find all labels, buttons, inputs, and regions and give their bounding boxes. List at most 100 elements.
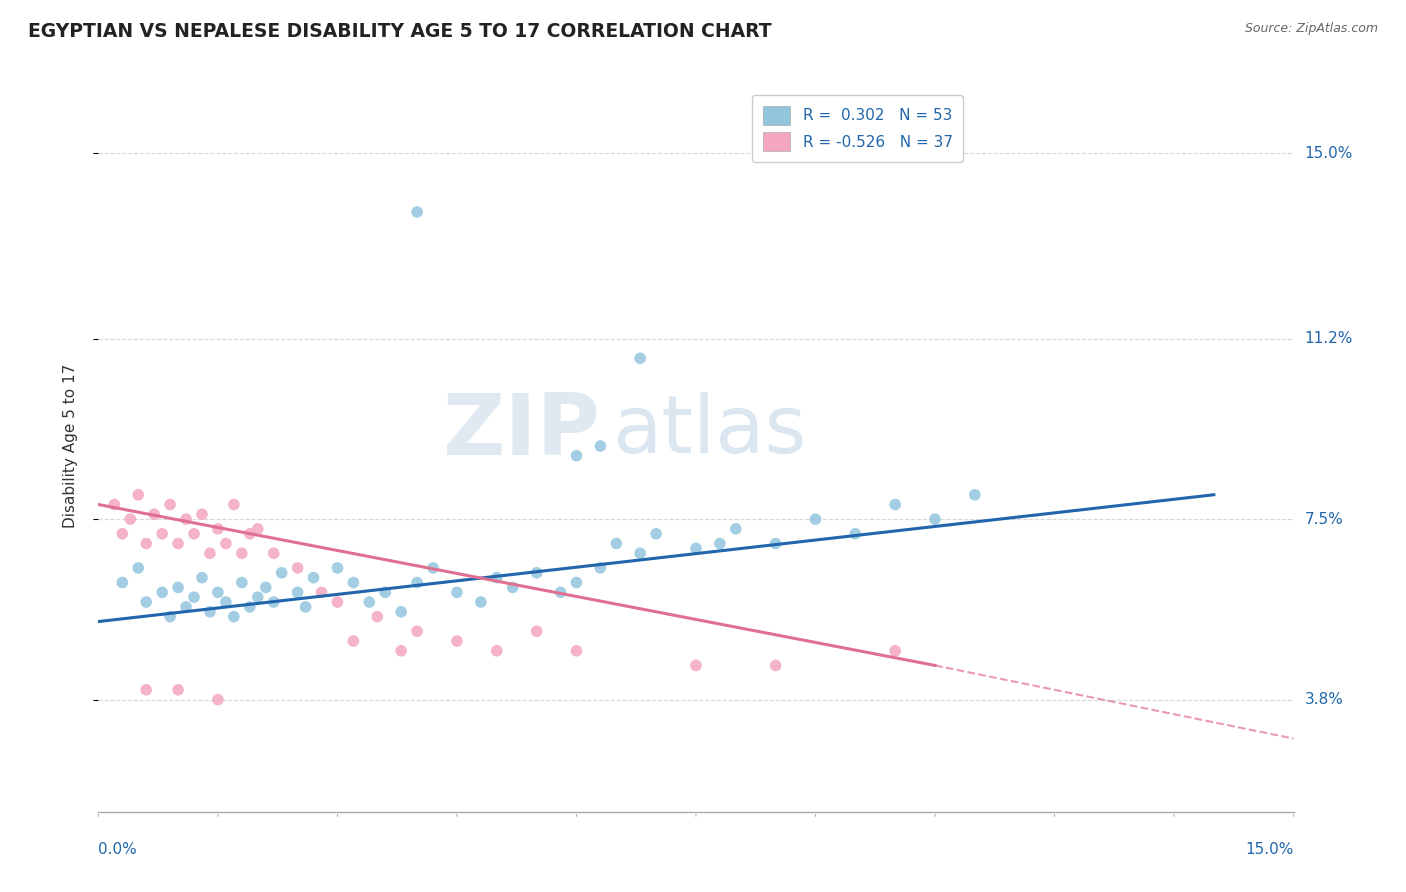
Point: [550, 585, 572, 599]
Text: 15.0%: 15.0%: [1305, 146, 1353, 161]
Point: [406, 624, 429, 639]
Point: [150, 585, 173, 599]
Y-axis label: Disability Age 5 to 17: Disability Age 5 to 17: [63, 364, 77, 528]
Point: [239, 526, 262, 541]
Point: [159, 498, 181, 512]
Point: [628, 546, 651, 560]
Point: [326, 561, 349, 575]
Point: [231, 575, 253, 590]
Point: [406, 205, 429, 219]
Point: [302, 571, 325, 585]
Point: [150, 526, 173, 541]
Point: [844, 526, 866, 541]
Text: ZIP: ZIP: [443, 390, 600, 473]
Point: [207, 585, 229, 599]
Point: [685, 658, 707, 673]
Point: [709, 536, 731, 550]
Point: [183, 526, 205, 541]
Point: [804, 512, 827, 526]
Point: [215, 536, 238, 550]
Point: [287, 585, 309, 599]
Point: [135, 595, 157, 609]
Point: [359, 595, 381, 609]
Point: [502, 581, 524, 595]
Point: [565, 644, 588, 658]
Point: [167, 581, 190, 595]
Point: [231, 546, 253, 560]
Point: [526, 624, 548, 639]
Point: [254, 581, 277, 595]
Text: EGYPTIAN VS NEPALESE DISABILITY AGE 5 TO 17 CORRELATION CHART: EGYPTIAN VS NEPALESE DISABILITY AGE 5 TO…: [28, 22, 772, 41]
Point: [174, 599, 197, 614]
Point: [446, 585, 468, 599]
Text: 7.5%: 7.5%: [1305, 512, 1343, 526]
Point: [326, 595, 349, 609]
Point: [565, 449, 588, 463]
Text: 11.2%: 11.2%: [1305, 331, 1353, 346]
Point: [374, 585, 396, 599]
Point: [389, 644, 412, 658]
Point: [605, 536, 627, 550]
Point: [724, 522, 747, 536]
Point: [485, 571, 508, 585]
Point: [446, 634, 468, 648]
Point: [135, 536, 157, 550]
Text: atlas: atlas: [612, 392, 807, 470]
Point: [366, 609, 388, 624]
Point: [565, 575, 588, 590]
Point: [111, 526, 134, 541]
Point: [342, 575, 364, 590]
Point: [287, 561, 309, 575]
Point: [167, 536, 190, 550]
Point: [685, 541, 707, 556]
Legend: R =  0.302   N = 53, R = -0.526   N = 37: R = 0.302 N = 53, R = -0.526 N = 37: [752, 95, 963, 161]
Point: [222, 609, 245, 624]
Point: [198, 546, 221, 560]
Point: [342, 634, 364, 648]
Point: [263, 546, 285, 560]
Point: [294, 599, 316, 614]
Point: [924, 512, 946, 526]
Text: 0.0%: 0.0%: [98, 842, 138, 857]
Point: [127, 561, 149, 575]
Point: [222, 498, 245, 512]
Point: [183, 590, 205, 604]
Point: [191, 508, 214, 522]
Text: Source: ZipAtlas.com: Source: ZipAtlas.com: [1244, 22, 1378, 36]
Point: [135, 682, 157, 697]
Point: [485, 644, 508, 658]
Text: 3.8%: 3.8%: [1305, 692, 1344, 707]
Point: [389, 605, 412, 619]
Point: [589, 561, 612, 575]
Point: [239, 599, 262, 614]
Point: [765, 536, 787, 550]
Text: 15.0%: 15.0%: [1246, 842, 1294, 857]
Point: [246, 590, 269, 604]
Point: [111, 575, 134, 590]
Point: [127, 488, 149, 502]
Point: [143, 508, 166, 522]
Point: [311, 585, 333, 599]
Point: [174, 512, 197, 526]
Point: [103, 498, 125, 512]
Point: [263, 595, 285, 609]
Point: [198, 605, 221, 619]
Point: [159, 609, 181, 624]
Point: [270, 566, 292, 580]
Point: [406, 575, 429, 590]
Point: [645, 526, 668, 541]
Point: [526, 566, 548, 580]
Point: [191, 571, 214, 585]
Point: [884, 498, 907, 512]
Point: [120, 512, 142, 526]
Point: [215, 595, 238, 609]
Point: [884, 644, 907, 658]
Point: [167, 682, 190, 697]
Point: [589, 439, 612, 453]
Point: [963, 488, 986, 502]
Point: [628, 351, 651, 366]
Point: [765, 658, 787, 673]
Point: [422, 561, 444, 575]
Point: [207, 522, 229, 536]
Point: [470, 595, 492, 609]
